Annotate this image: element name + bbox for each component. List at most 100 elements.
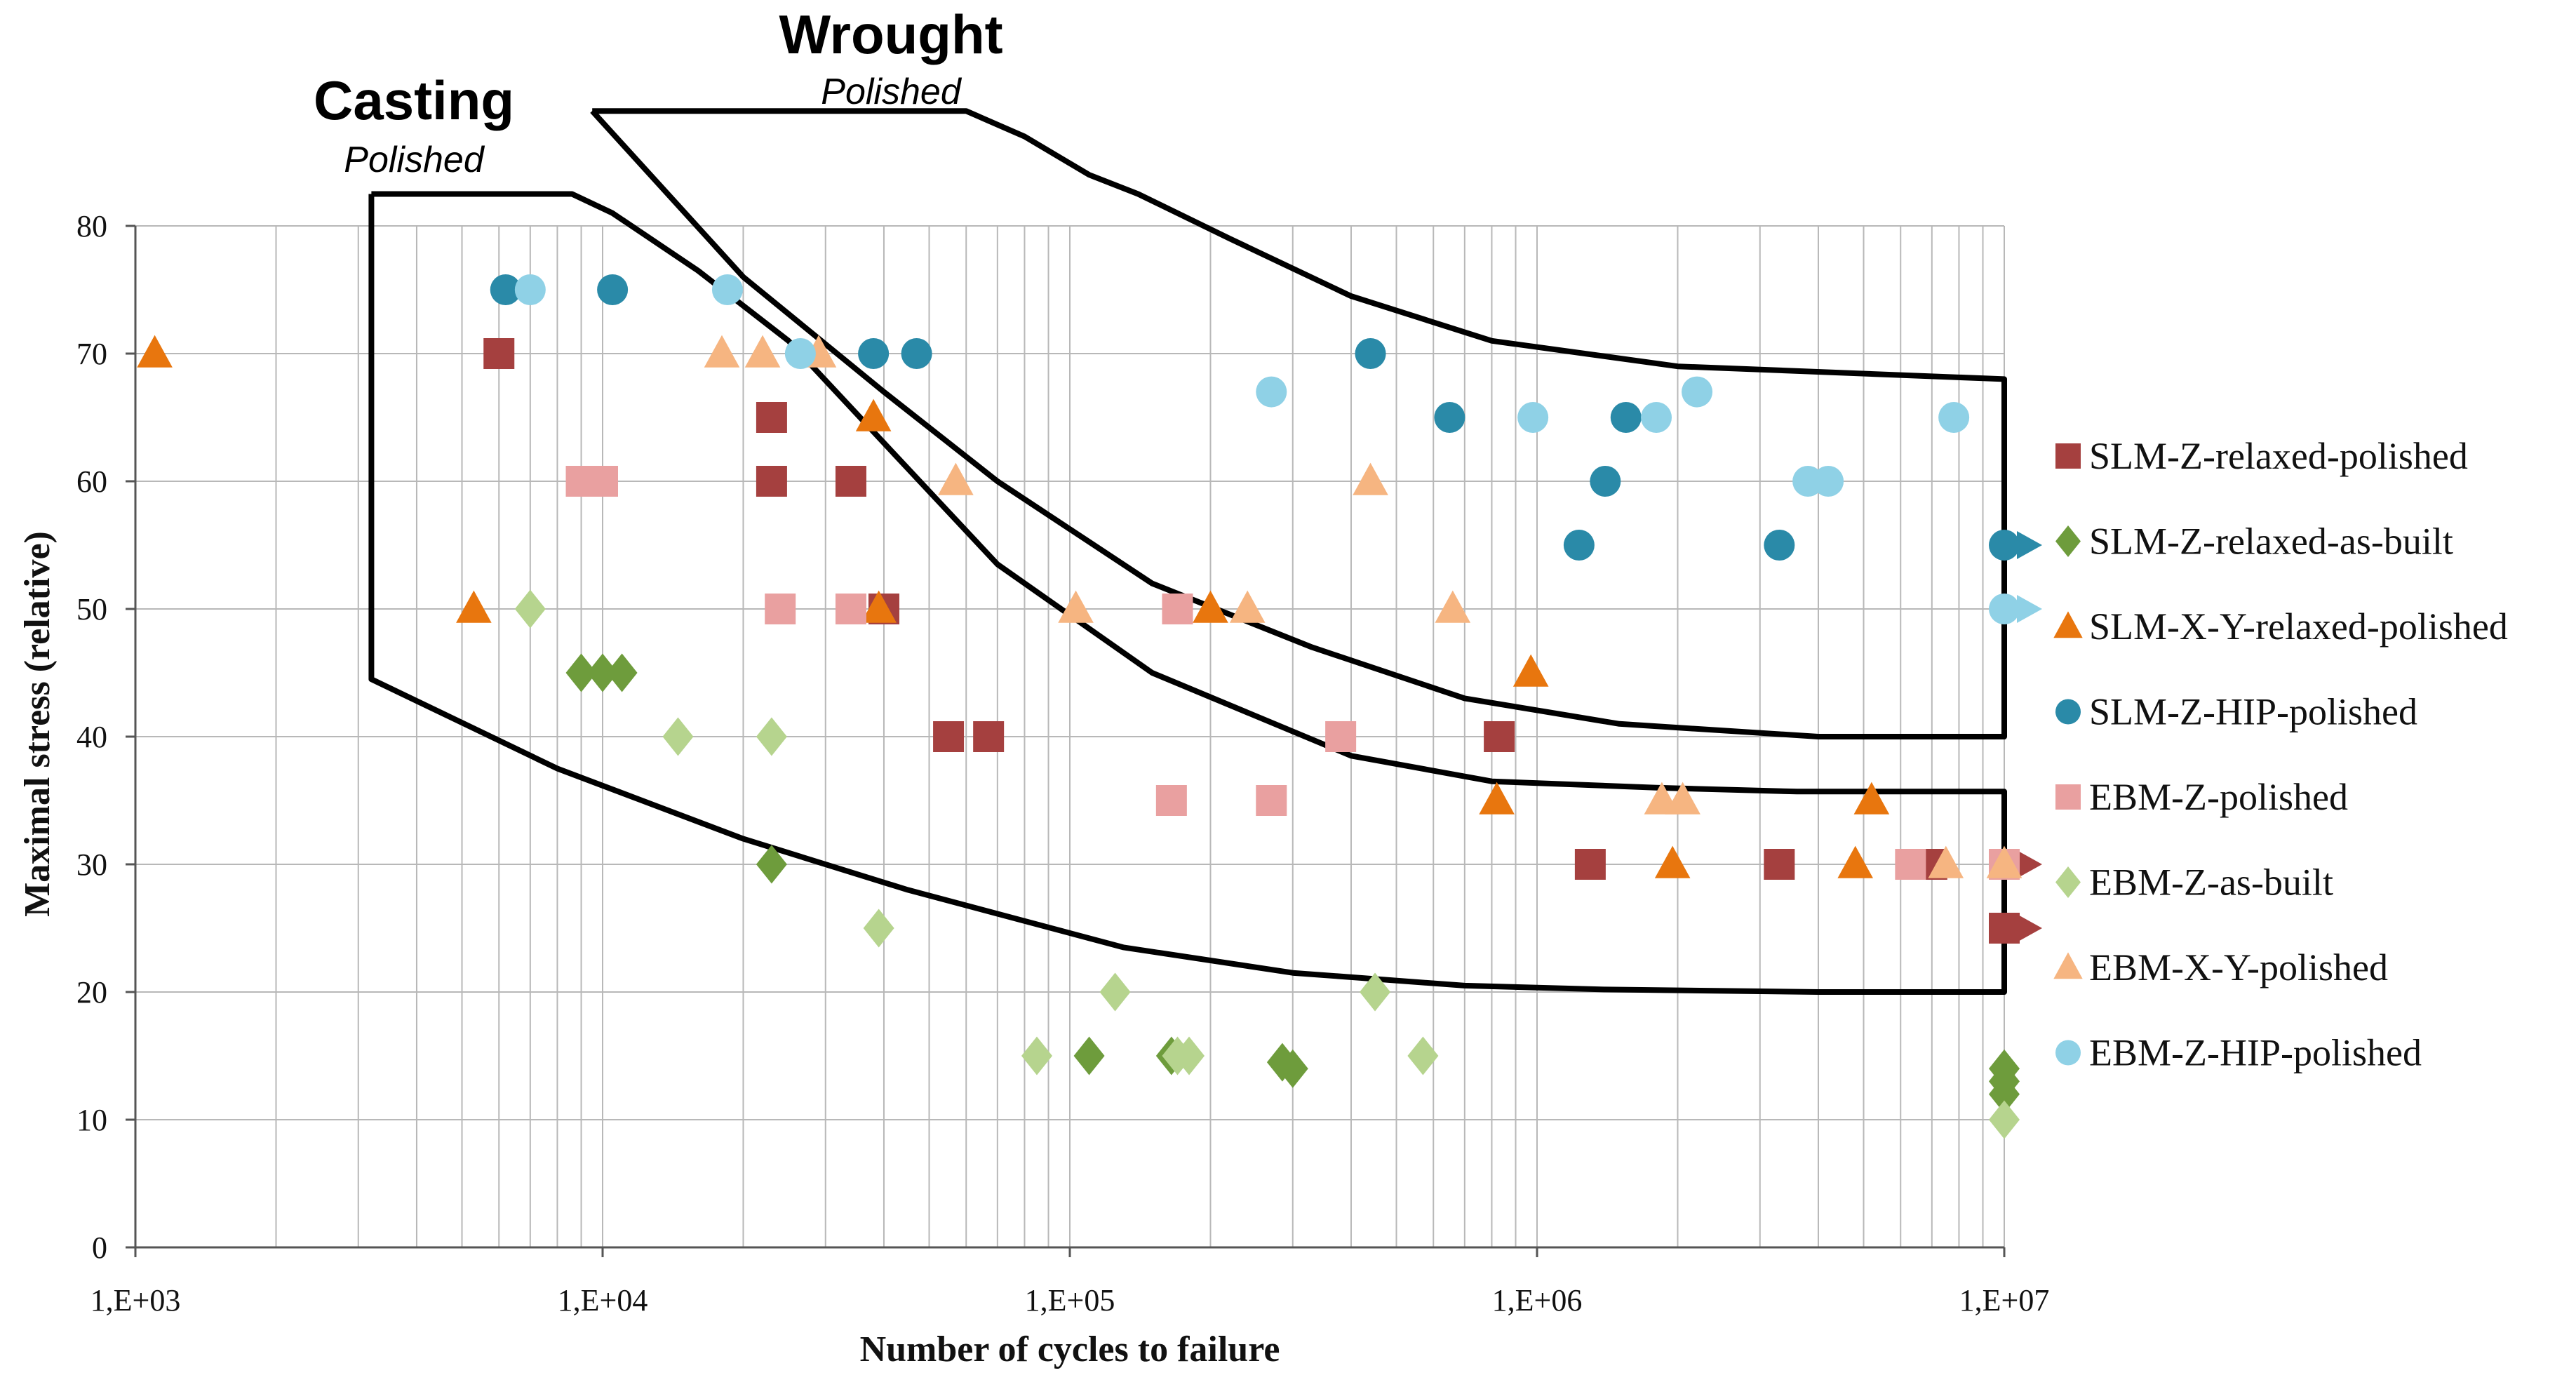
data-point — [938, 462, 974, 495]
data-point — [1986, 845, 2022, 878]
legend-marker — [2053, 611, 2083, 638]
data-point — [587, 466, 618, 497]
data-point — [483, 338, 515, 369]
data-point — [1989, 1075, 2020, 1114]
y-tick-label: 10 — [76, 1103, 107, 1137]
y-tick-label: 40 — [76, 720, 107, 754]
data-point — [587, 653, 618, 692]
legend-label: EBM-Z-as-built — [2089, 862, 2333, 904]
series-slm-x-y-relaxed-polished — [137, 335, 1890, 878]
series-ebm-x-y-polished — [704, 335, 2022, 878]
legend: SLM-Z-relaxed-polished SLM-Z-relaxed-as-b… — [2053, 435, 2508, 1074]
data-point — [1517, 402, 1549, 433]
envelope-wrought — [590, 108, 2007, 739]
legend-marker — [2055, 699, 2081, 725]
series-ebm-z-hip-polished — [514, 274, 2042, 624]
data-point — [1764, 530, 1795, 561]
axes-layer: 0 10 20 30 40 50 60 70 80 1,E+03 1,E+04 1,E+05 1,E+0… — [76, 209, 2049, 1318]
data-point — [1563, 530, 1595, 561]
data-point — [933, 721, 965, 752]
data-point — [756, 845, 787, 884]
envelope-layer: Casting Polished Wrought Polished — [314, 4, 2007, 995]
y-axis-title: Maximal stress (relative) — [18, 531, 58, 917]
grid-layer — [135, 225, 2005, 1248]
data-point — [1989, 594, 2020, 624]
data-point — [1193, 590, 1228, 623]
data-point — [1355, 338, 1386, 369]
data-point — [1229, 590, 1266, 623]
data-point — [835, 466, 866, 497]
y-tick-label: 30 — [76, 847, 107, 882]
data-point — [1641, 402, 1672, 433]
data-point — [1938, 402, 1970, 433]
data-point — [1256, 376, 1287, 408]
data-point — [514, 589, 546, 629]
y-tick-label: 0 — [92, 1231, 107, 1265]
data-point — [835, 594, 866, 624]
data-point — [565, 653, 597, 692]
runout-arrow — [2017, 850, 2042, 878]
data-point — [514, 274, 546, 305]
legend-marker — [2055, 525, 2081, 557]
legend-label: SLM-Z-relaxed-as-built — [2089, 521, 2453, 563]
runout-arrow — [2017, 531, 2042, 559]
data-point — [1654, 845, 1691, 878]
x-tick-label: 1,E+03 — [90, 1283, 181, 1318]
data-point — [137, 335, 173, 368]
data-point — [1813, 466, 1844, 497]
series-slm-z-relaxed-polished — [483, 338, 2042, 944]
legend-label: SLM-Z-relaxed-polished — [2089, 435, 2468, 477]
data-point — [1256, 785, 1287, 816]
y-tick-label: 80 — [76, 209, 107, 243]
data-point — [1435, 590, 1471, 623]
data-point — [1174, 1036, 1205, 1075]
envelope-title: Casting — [314, 69, 514, 131]
envelope-casting — [368, 191, 2007, 995]
data-point — [1989, 1100, 2020, 1139]
series-slm-z-hip-polished — [490, 274, 2042, 561]
data-point — [606, 653, 638, 692]
data-point — [756, 717, 787, 756]
data-point — [1989, 913, 2020, 944]
legend-marker — [2055, 1040, 2081, 1066]
data-point — [1099, 972, 1131, 1012]
data-point — [1021, 1036, 1052, 1075]
data-point — [1277, 1049, 1308, 1088]
data-point — [490, 274, 521, 305]
data-point — [1434, 402, 1465, 433]
y-tick-label: 60 — [76, 464, 107, 499]
legend-marker — [2055, 784, 2081, 810]
points-layer — [137, 274, 2042, 1139]
runout-arrow — [2017, 595, 2042, 623]
runout-arrow — [2017, 914, 2042, 942]
x-tick-label: 1,E+06 — [1492, 1283, 1583, 1318]
data-point — [855, 398, 892, 431]
envelope-subtitle: Polished — [344, 140, 485, 180]
data-point — [1162, 594, 1193, 624]
data-point — [456, 590, 492, 623]
x-tick-label: 1,E+05 — [1025, 1283, 1115, 1318]
y-tick-label: 20 — [76, 975, 107, 1010]
data-point — [1484, 721, 1515, 752]
data-point — [1360, 972, 1391, 1012]
data-point — [1895, 849, 1926, 880]
data-point — [1682, 376, 1713, 408]
data-point — [784, 338, 816, 369]
data-point — [1665, 782, 1700, 815]
data-point — [1058, 590, 1094, 623]
envelope-title: Wrought — [779, 4, 1002, 65]
data-point — [1590, 466, 1621, 497]
data-point — [711, 274, 743, 305]
legend-label: EBM-Z-polished — [2089, 776, 2348, 818]
legend-label: EBM-Z-HIP-polished — [2089, 1032, 2422, 1074]
data-point — [1353, 462, 1388, 495]
x-tick-label: 1,E+07 — [1959, 1283, 2050, 1318]
data-point — [1155, 785, 1187, 816]
data-point — [1853, 782, 1890, 815]
legend-label: EBM-X-Y-polished — [2089, 946, 2388, 988]
y-tick-label: 50 — [76, 592, 107, 626]
data-point — [1764, 849, 1795, 880]
data-point — [858, 338, 890, 369]
